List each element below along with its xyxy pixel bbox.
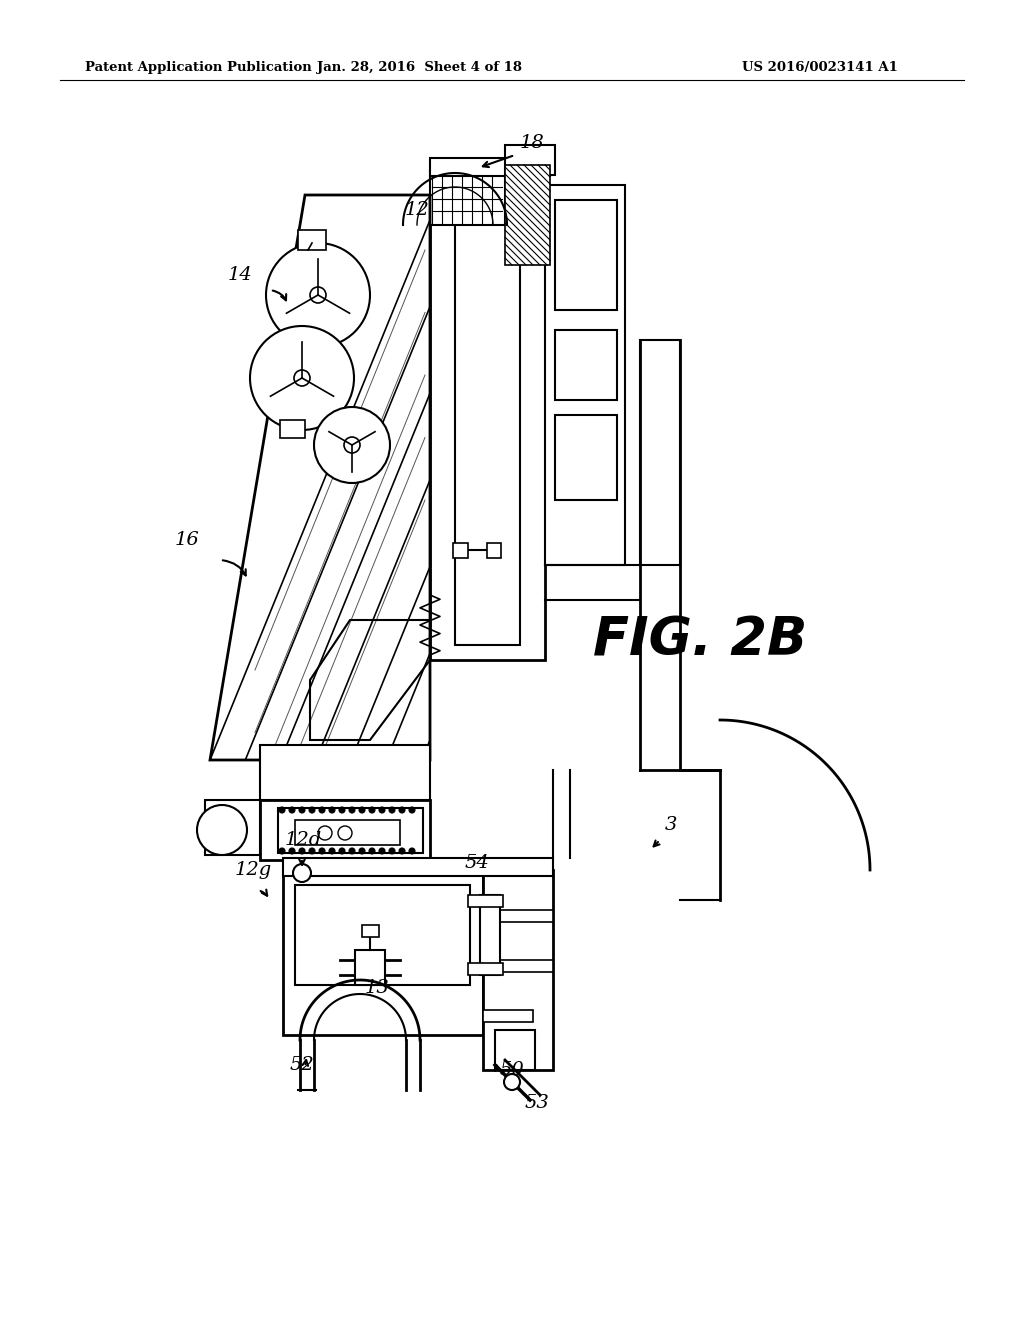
Circle shape [310,286,326,304]
Circle shape [293,865,311,882]
Circle shape [250,326,354,430]
Bar [205,800,260,855]
Text: 16: 16 [175,531,200,549]
Bar [430,158,550,176]
Circle shape [399,847,406,854]
Bar [483,1010,534,1022]
Circle shape [294,370,310,385]
Bar [505,165,550,265]
Circle shape [197,805,247,855]
Bar [298,230,326,249]
Text: 50: 50 [500,1061,524,1078]
Circle shape [409,807,415,813]
Text: Patent Application Publication: Patent Application Publication [85,62,311,74]
Text: FIG. 2B: FIG. 2B [593,614,807,667]
Text: 12d: 12d [285,832,323,849]
Text: 3: 3 [665,816,677,834]
Circle shape [329,807,335,813]
Circle shape [379,807,385,813]
Circle shape [309,807,315,813]
Bar [295,884,470,985]
Circle shape [504,1074,520,1090]
Circle shape [369,847,375,854]
Circle shape [389,807,395,813]
Bar [430,170,505,224]
Bar [545,185,625,565]
Bar [453,543,468,558]
Circle shape [409,847,415,854]
Bar [555,330,617,400]
Circle shape [389,847,395,854]
Circle shape [309,847,315,854]
Text: US 2016/0023141 A1: US 2016/0023141 A1 [742,62,898,74]
Text: 53: 53 [525,1094,550,1111]
Text: 13: 13 [365,979,390,997]
Bar [295,820,400,845]
Bar [283,858,553,876]
Text: 12g: 12g [234,861,272,879]
Text: Jan. 28, 2016  Sheet 4 of 18: Jan. 28, 2016 Sheet 4 of 18 [317,62,522,74]
Bar [495,1030,535,1071]
Bar [480,895,500,975]
Circle shape [279,847,285,854]
Circle shape [399,807,406,813]
Circle shape [319,847,325,854]
Circle shape [289,807,295,813]
Text: 18: 18 [520,135,545,152]
Circle shape [289,847,295,854]
Circle shape [319,807,325,813]
Bar [483,960,553,972]
Circle shape [318,826,332,840]
Bar [362,925,379,937]
Circle shape [344,437,360,453]
Circle shape [349,807,355,813]
Bar [468,895,503,907]
Bar [487,543,501,558]
Bar [483,909,553,921]
Circle shape [339,847,345,854]
Bar [260,800,430,861]
Circle shape [359,807,365,813]
Circle shape [349,847,355,854]
Bar [640,341,680,565]
Text: 52: 52 [290,1056,314,1074]
Bar [555,201,617,310]
Circle shape [299,847,305,854]
Bar [455,201,520,645]
Circle shape [314,407,390,483]
Circle shape [266,243,370,347]
Circle shape [379,847,385,854]
Bar [430,170,545,660]
Bar [278,808,423,853]
Text: 12: 12 [406,201,430,219]
Circle shape [359,847,365,854]
Circle shape [369,807,375,813]
Circle shape [279,807,285,813]
Bar [483,870,553,1071]
Bar [260,744,430,800]
Circle shape [329,847,335,854]
Bar [283,870,483,1035]
Circle shape [299,807,305,813]
Bar [555,414,617,500]
Bar [505,145,555,176]
Text: 54: 54 [465,854,489,873]
Circle shape [338,826,352,840]
Circle shape [339,807,345,813]
Bar [468,964,503,975]
Text: 14: 14 [228,267,253,284]
Bar [355,950,385,985]
Bar [280,420,305,438]
